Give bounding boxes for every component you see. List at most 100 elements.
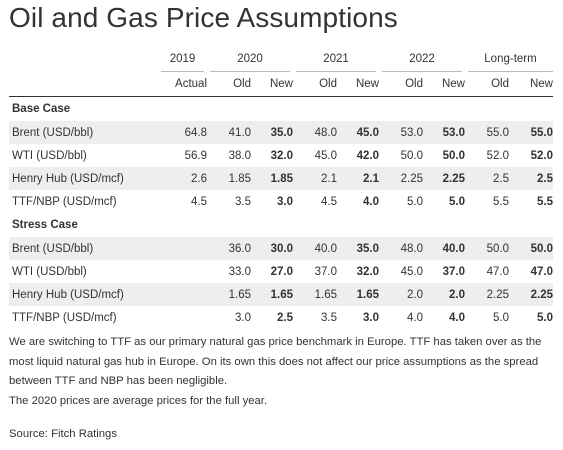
table-cell: 2.1 [293,167,337,190]
table-cell: 48.0 [293,121,337,144]
table-cell: 55.0 [465,121,509,144]
table-cell [161,283,207,306]
subheader: New [355,78,379,90]
table-cell: 37.0 [442,265,465,278]
table-row: TTF/NBP (USD/mcf) 4.5 3.5 3.0 4.5 4.0 5.0 5.0 5.… [9,190,553,213]
year-header-row: 2019 2020 2021 2022 Long-term [9,46,553,72]
table-cell [161,306,207,329]
table-cell: 36.0 [207,237,251,260]
row-label: Henry Hub (USD/mcf) [9,283,161,306]
table-cell: 50.0 [400,149,423,162]
page-title: Oil and Gas Price Assumptions [9,2,398,33]
table-cell: 5.0 [537,311,553,324]
table-cell: 45.0 [337,121,379,144]
table-cell [161,237,207,260]
table-cell [161,260,207,283]
source-note: Source: Fitch Ratings [9,428,117,440]
table-cell: 3.5 [321,311,337,324]
table-cell: 5.0 [449,195,465,208]
table-cell: 2.25 [465,283,509,306]
table-cell: 35.0 [251,121,293,144]
table-cell: 33.0 [228,265,251,278]
table-row: TTF/NBP (USD/mcf) 3.0 2.5 3.5 3.0 4.0 4.0 5.0 5.… [9,306,553,329]
section-header-row: Stress Case [9,213,553,237]
table-cell: 1.65 [251,283,293,306]
row-label: Brent (USD/bbl) [9,237,161,260]
table-cell: 3.0 [277,195,293,208]
table-cell: 38.0 [228,149,251,162]
table-cell: 2.0 [423,283,465,306]
table-row: Henry Hub (USD/mcf) 1.65 1.65 1.65 1.65 2.0 2.… [9,283,553,306]
table-row: Brent (USD/bbl) 64.8 41.0 35.0 48.0 45.0 53.0 5… [9,121,553,144]
row-label: WTI (USD/bbl) [12,149,87,162]
table-cell: 3.5 [235,195,251,208]
table-cell: 3.0 [235,311,251,324]
table-cell: 1.65 [293,283,337,306]
table-cell: 50.0 [509,237,553,260]
table-cell: 42.0 [356,149,379,162]
table-cell: 50.0 [465,237,509,260]
subheader: Old [491,78,509,90]
table-cell: 5.0 [493,311,509,324]
table-cell: 2.5 [509,167,553,190]
table-cell: 1.85 [207,167,251,190]
table-cell: 1.85 [251,167,293,190]
year-header: 2022 [376,46,465,72]
table-cell: 2.25 [379,167,423,190]
table-cell: 2.5 [277,311,293,324]
table-cell: 1.65 [207,283,251,306]
table-cell: 4.0 [363,195,379,208]
table-cell: 2.5 [465,167,509,190]
table-cell: 30.0 [251,237,293,260]
table-cell: 45.0 [314,149,337,162]
table-cell: 4.5 [191,195,207,208]
table-row: WTI (USD/bbl) 56.9 38.0 32.0 45.0 42.0 50.0 50.… [9,144,553,167]
section-title: Base Case [12,103,71,115]
table-cell: 5.0 [407,195,423,208]
table-cell: 64.8 [161,121,207,144]
subheader: New [529,78,553,90]
subheader: New [441,78,465,90]
table-cell: 40.0 [423,237,465,260]
table-cell: 47.0 [486,265,509,278]
row-label: Brent (USD/bbl) [9,121,161,144]
table-cell: 37.0 [314,265,337,278]
table-cell: 2.25 [423,167,465,190]
subheader: Old [405,78,423,90]
table-cell: 2.25 [509,283,553,306]
table-cell: 2.1 [337,167,379,190]
footnote-paragraph: The 2020 prices are average prices for t… [9,394,268,407]
subheader: Actual [175,78,207,90]
row-label: TTF/NBP (USD/mcf) [12,195,117,208]
table-row: Henry Hub (USD/mcf) 2.6 1.85 1.85 2.1 2.1 2.25… [9,167,553,190]
footnotes: We are switching to TTF as our primary n… [9,333,557,411]
table-cell: 35.0 [337,237,379,260]
subheader: New [269,78,293,90]
table-cell: 1.65 [337,283,379,306]
table-cell: 52.0 [530,149,553,162]
row-label: Henry Hub (USD/mcf) [9,167,161,190]
table-cell: 40.0 [293,237,337,260]
table-cell: 53.0 [423,121,465,144]
table-cell: 2.6 [161,167,207,190]
table-cell: 56.9 [184,149,207,162]
subheader-row: Actual Old New Old New Old New Old New [9,72,553,97]
table-cell: 5.5 [537,195,553,208]
table-cell: 32.0 [356,265,379,278]
table-cell: 2.0 [379,283,423,306]
price-assumptions-table: 2019 2020 2021 2022 Long-term Actual Old… [9,46,553,329]
table-cell: 4.0 [449,311,465,324]
section-header-row: Base Case [9,97,553,122]
table-cell: 4.5 [321,195,337,208]
year-header: Long-term [462,46,553,72]
table-cell: 41.0 [207,121,251,144]
year-header: 2019 [161,46,207,72]
table-cell: 32.0 [270,149,293,162]
table-cell: 4.0 [407,311,423,324]
table-cell: 3.0 [363,311,379,324]
table-cell: 48.0 [379,237,423,260]
table-cell: 5.5 [493,195,509,208]
table-row: Brent (USD/bbl) 36.0 30.0 40.0 35.0 48.0 40.0 5… [9,237,553,260]
subheader: Old [319,78,337,90]
